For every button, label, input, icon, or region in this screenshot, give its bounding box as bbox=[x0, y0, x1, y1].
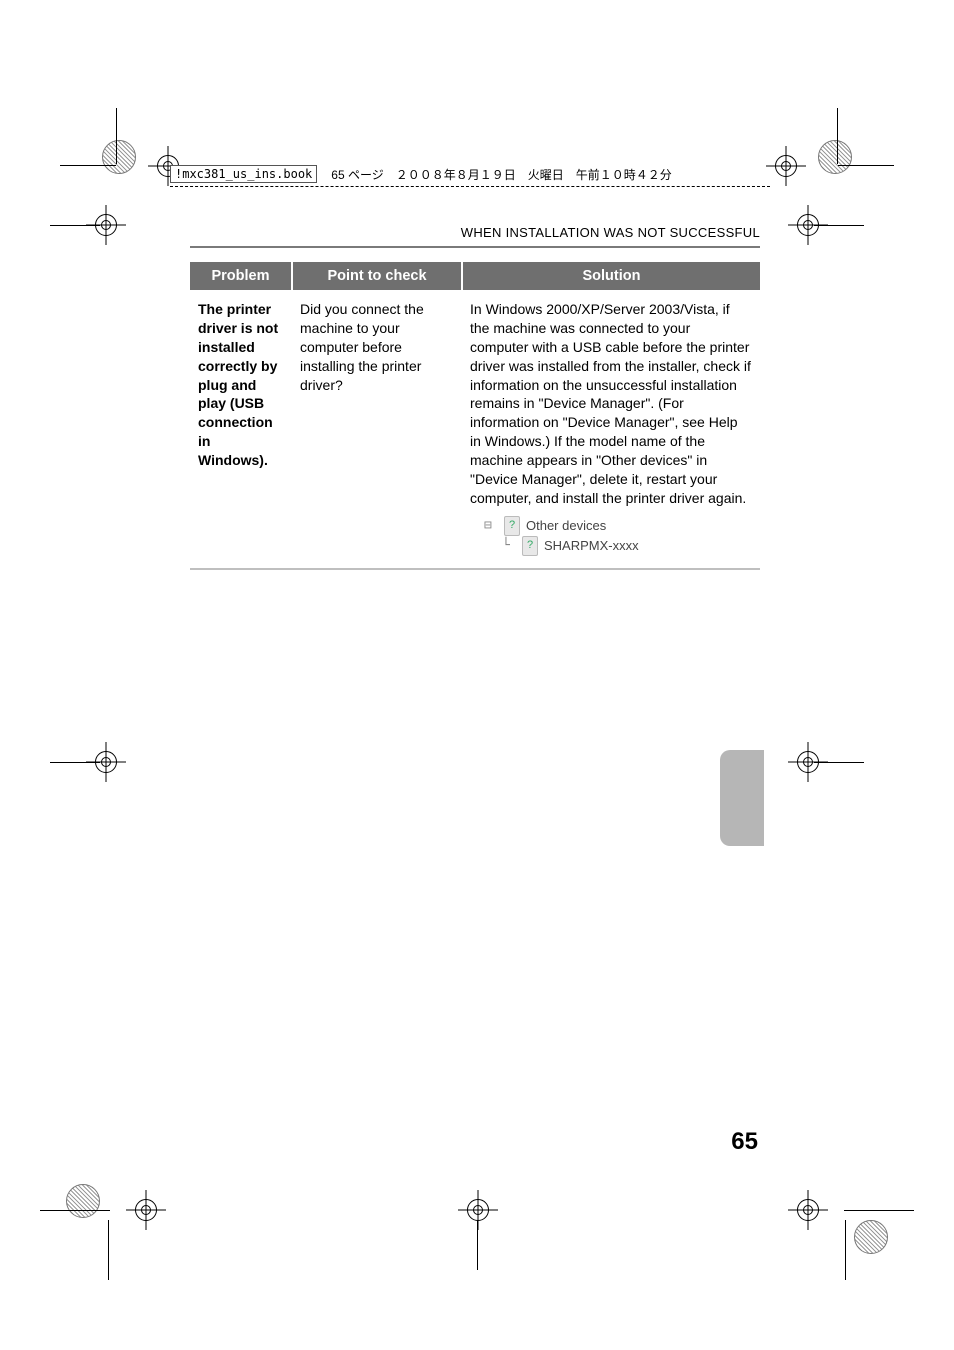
print-mark-line bbox=[40, 1210, 110, 1211]
print-mark-crosshair bbox=[126, 1190, 166, 1230]
solution-text: In Windows 2000/XP/Server 2003/Vista, if… bbox=[470, 301, 751, 506]
table-header-check: Point to check bbox=[292, 262, 462, 290]
book-info-bar: !mxc381_us_ins.book 65 ページ ２００８年８月１９日 火曜… bbox=[170, 162, 770, 186]
print-mark-hatched-circle bbox=[102, 140, 136, 174]
print-mark-hatched-circle bbox=[854, 1220, 888, 1254]
print-mark-line bbox=[50, 762, 100, 763]
print-mark-crosshair bbox=[766, 146, 806, 186]
print-mark-line bbox=[814, 225, 864, 226]
device-tree-child: SHARPMX-xxxx bbox=[544, 537, 639, 555]
book-filename: !mxc381_us_ins.book bbox=[170, 165, 317, 183]
tree-glyph: ⊟ bbox=[484, 517, 498, 535]
page-content: WHEN INSTALLATION WAS NOT SUCCESSFUL Pro… bbox=[190, 225, 760, 570]
book-meta-text: 65 ページ ２００８年８月１９日 火曜日 午前１０時４２分 bbox=[331, 166, 671, 183]
device-unknown-icon: ? bbox=[504, 516, 520, 536]
troubleshoot-table: Problem Point to check Solution The prin… bbox=[190, 262, 760, 570]
print-mark-line bbox=[50, 225, 100, 226]
side-tab bbox=[720, 750, 764, 846]
device-unknown-icon: ? bbox=[522, 536, 538, 556]
print-mark-line bbox=[477, 1220, 478, 1270]
print-mark-line bbox=[108, 1220, 109, 1280]
print-mark-crosshair bbox=[788, 1190, 828, 1230]
table-header-problem: Problem bbox=[190, 262, 292, 290]
device-tree-parent: Other devices bbox=[526, 517, 606, 535]
print-mark-hatched-circle bbox=[66, 1184, 100, 1218]
cell-check: Did you connect the machine to your comp… bbox=[292, 290, 462, 569]
page-number: 65 bbox=[731, 1128, 758, 1156]
print-mark-line bbox=[845, 1220, 846, 1280]
section-rule bbox=[190, 246, 760, 248]
cell-solution: In Windows 2000/XP/Server 2003/Vista, if… bbox=[462, 290, 760, 569]
tree-glyph: └ bbox=[502, 537, 516, 555]
print-mark-line bbox=[837, 108, 838, 164]
print-mark-crosshair bbox=[458, 1190, 498, 1230]
table-header-solution: Solution bbox=[462, 262, 760, 290]
print-mark-line bbox=[60, 165, 116, 166]
cell-problem: The printer driver is not installed corr… bbox=[190, 290, 292, 569]
print-mark-line bbox=[814, 762, 864, 763]
print-mark-line bbox=[844, 1210, 914, 1211]
section-title: WHEN INSTALLATION WAS NOT SUCCESSFUL bbox=[190, 225, 760, 240]
print-mark-line bbox=[838, 165, 894, 166]
device-tree-figure: ⊟ ? Other devices └ ? SHARPMX-xxxx bbox=[484, 516, 752, 556]
print-mark-hatched-circle bbox=[818, 140, 852, 174]
print-mark-dashed-line bbox=[170, 186, 770, 187]
print-mark-line bbox=[116, 108, 117, 164]
table-row: The printer driver is not installed corr… bbox=[190, 290, 760, 569]
